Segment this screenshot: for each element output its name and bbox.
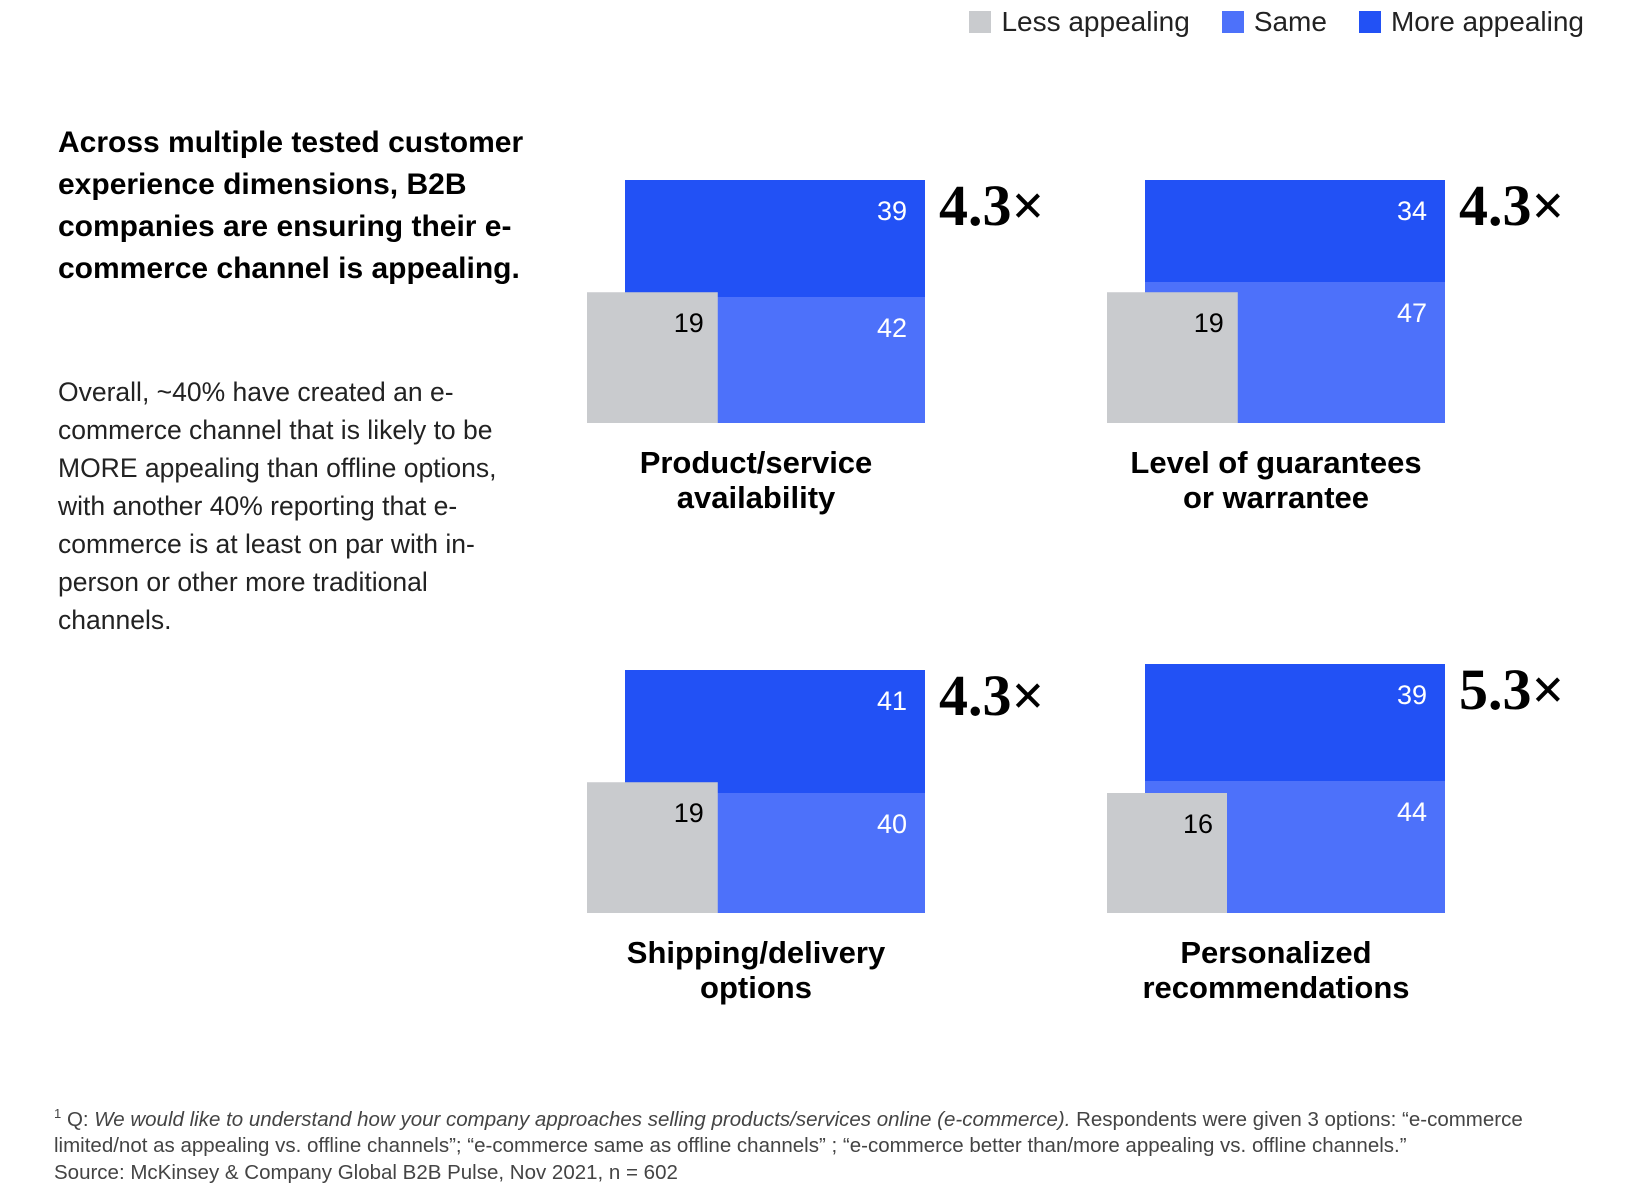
bar-more-appealing [625,180,925,297]
footnote-text: Respondents were given 3 options: “e-com… [54,1107,1523,1158]
legend-item-more-appealing: More appealing [1358,6,1584,38]
legend: Less appealing Same More appealing [969,6,1584,38]
bar-less-appealing [587,782,718,913]
legend-label-less-appealing: Less appealing [1001,6,1190,37]
value-label-more-appealing: 39 [877,196,907,226]
footnote-marker: 1 [54,1106,62,1121]
legend-item-less-appealing: Less appealing [969,6,1190,38]
footnote-question: We would like to understand how your com… [94,1107,1071,1131]
legend-label-same: Same [1253,6,1327,37]
multiplier-label: 5.3× [1459,657,1565,722]
value-label-less-appealing: 19 [1194,308,1224,338]
bar-more-appealing [1145,664,1445,781]
panel-title-line: options [700,970,812,1005]
value-label-more-appealing: 34 [1397,196,1427,226]
footnote-source: Source: McKinsey & Company Global B2B Pu… [54,1160,678,1184]
multiplier-label: 4.3× [1459,173,1565,238]
value-label-less-appealing: 19 [674,308,704,338]
value-label-more-appealing: 39 [1397,680,1427,710]
legend-swatch-more-appealing [1358,11,1381,33]
panel-title-line: Level of guarantees [1130,445,1421,480]
panel-title-line: Product/service [640,445,873,480]
bar-more-appealing [625,670,925,793]
bar-more-appealing [1145,180,1445,282]
value-label-less-appealing: 16 [1183,809,1213,839]
panel-title-line: or warrantee [1183,480,1369,515]
bar-less-appealing [587,292,718,423]
legend-label-more-appealing: More appealing [1390,6,1584,37]
panel-title-line: Personalized [1180,935,1371,970]
headline: Across multiple tested customer experien… [58,126,524,285]
value-label-more-appealing: 41 [877,686,907,716]
panel-title-line: recommendations [1142,970,1409,1005]
value-label-same: 44 [1397,797,1427,827]
value-label-same: 40 [877,809,907,839]
multiplier-label: 4.3× [939,173,1045,238]
value-label-same: 42 [877,313,907,343]
footnote-prefix: Q: [66,1107,95,1131]
bar-less-appealing [1107,793,1227,913]
legend-swatch-same [1221,11,1244,33]
footnote: 1 Q: We would like to understand how you… [54,1101,1594,1186]
value-label-same: 47 [1397,298,1427,328]
body-text: Overall, ~40% have created an e-commerce… [58,377,497,635]
panel-title-line: availability [677,480,836,515]
legend-swatch-less-appealing [969,11,992,33]
panel-title-line: Shipping/delivery [627,935,886,970]
value-label-less-appealing: 19 [674,798,704,828]
bar-less-appealing [1107,292,1238,423]
legend-item-same: Same [1221,6,1327,38]
multiplier-label: 4.3× [939,663,1045,728]
